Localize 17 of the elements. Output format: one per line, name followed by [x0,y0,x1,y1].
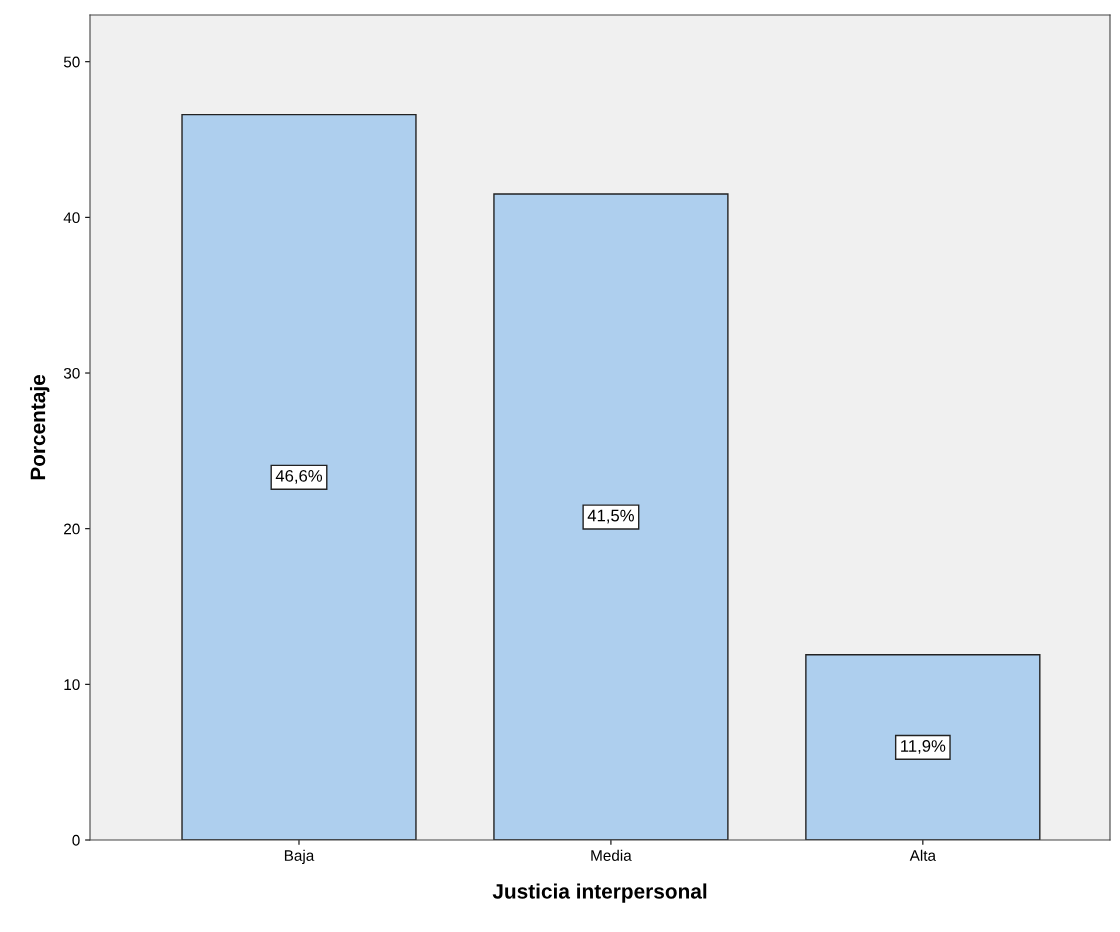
y-axis-title: Porcentaje [29,374,50,480]
data-label: 11,9% [901,740,946,754]
y-tick-label: 40 [63,212,80,224]
x-tick-label: Alta [909,849,937,861]
y-tick-label: 30 [63,367,80,379]
bar [493,193,729,840]
y-tick-label: 10 [64,679,80,691]
x-tick-label: Baja [284,849,315,864]
y-tick-label: 0 [72,834,80,846]
x-axis-title: Justicia interpersonal [492,883,707,903]
x-tick-label: Media [591,849,632,861]
data-label: 46,6% [275,469,323,484]
data-label: 41,5% [587,509,634,524]
bar [181,113,417,840]
y-tick-label: 50 [63,56,80,68]
y-tick-label: 20 [64,523,80,535]
bar [805,654,1041,840]
